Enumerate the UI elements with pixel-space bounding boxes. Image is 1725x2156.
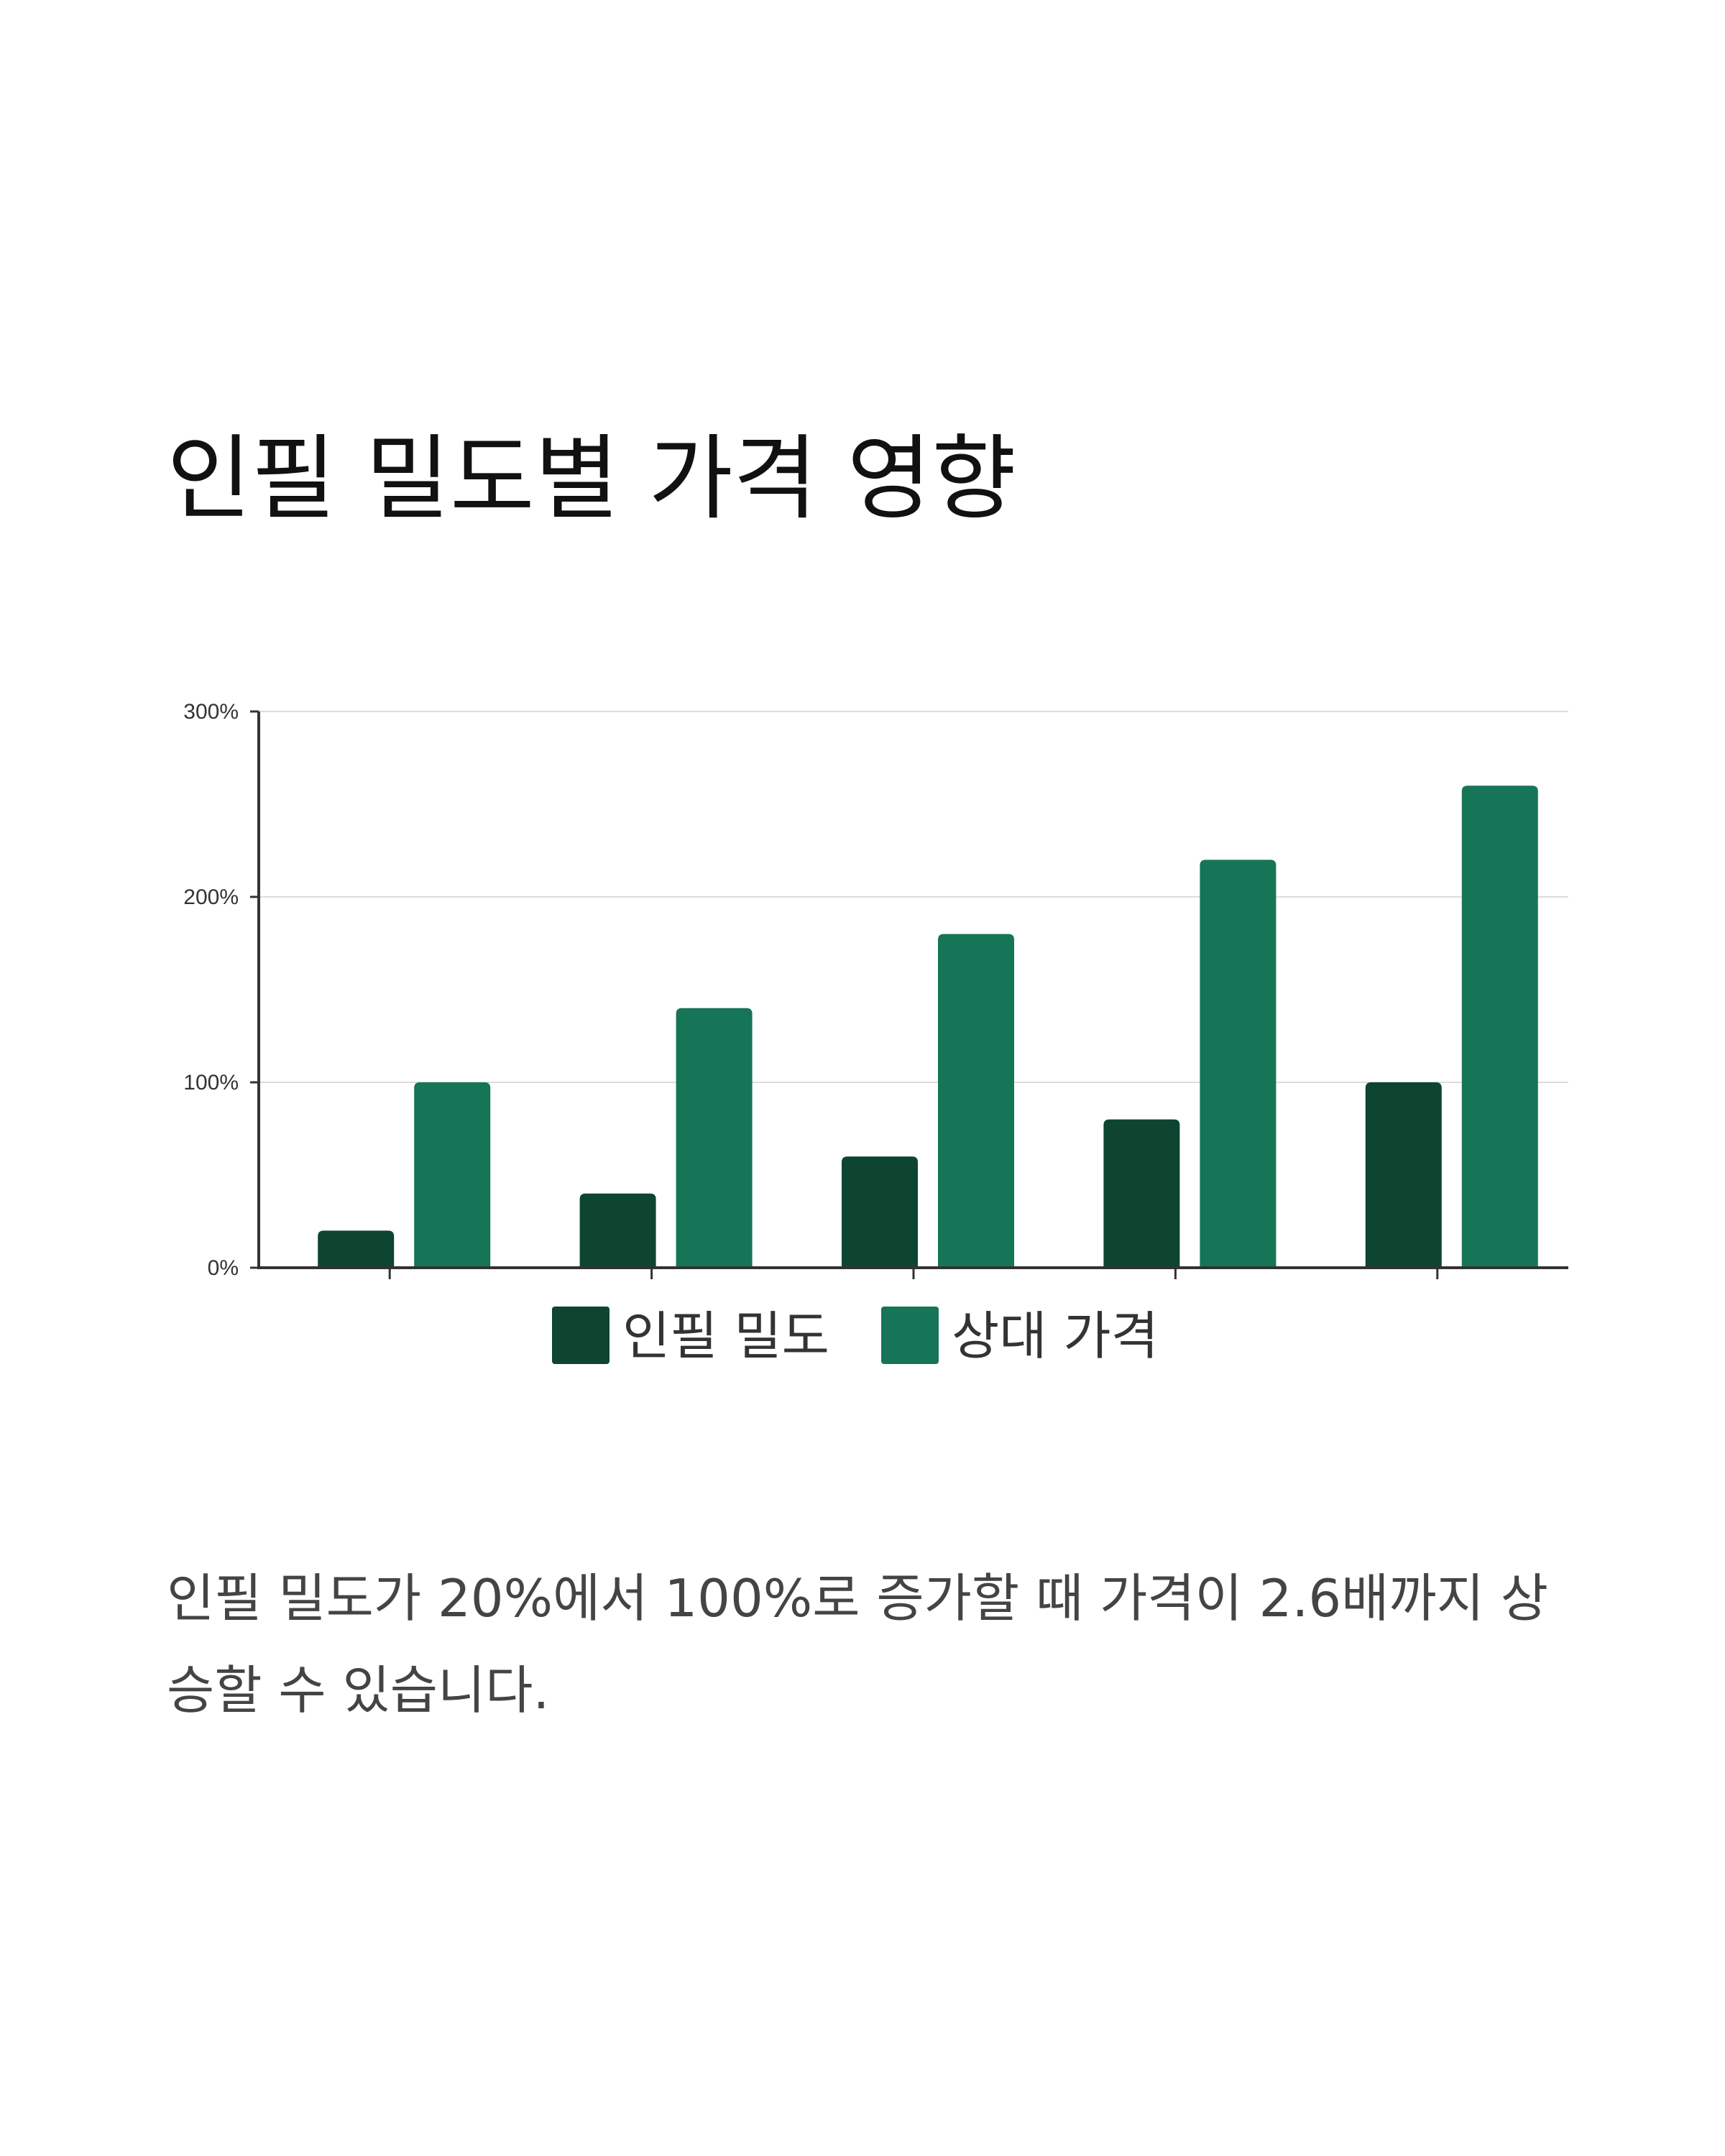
legend-swatch-relative-price — [881, 1307, 939, 1364]
caption-text: 인필 밀도가 20%에서 100%로 증가할 때 가격이 2.6배까지 상승할 … — [167, 1568, 1549, 1720]
bar-chart: 0% 100% 200% 300% 인필 밀도 상대 가격 — [183, 700, 1568, 1366]
bar-infill-density — [842, 1156, 918, 1268]
bar-relative-price — [938, 934, 1014, 1268]
bar-infill-density — [1365, 1082, 1442, 1268]
bar-relative-price — [676, 1008, 753, 1268]
legend-swatch-infill-density — [552, 1307, 610, 1364]
y-tick-label: 300% — [183, 700, 239, 724]
legend-label-infill-density: 인필 밀도 — [622, 1306, 829, 1366]
legend-label-relative-price: 상대 가격 — [952, 1306, 1159, 1366]
bar-infill-density — [579, 1193, 656, 1268]
y-tick-labels: 0% 100% 200% 300% — [183, 700, 239, 1280]
y-tick-label: 100% — [183, 1071, 239, 1095]
y-tick-label: 200% — [183, 885, 239, 909]
bar-infill-density — [1103, 1119, 1180, 1268]
chart-title: 인필 밀도별 가격 영향 — [167, 425, 1016, 533]
legend: 인필 밀도 상대 가격 — [552, 1306, 1159, 1366]
bar-relative-price — [414, 1082, 491, 1268]
x-ticks — [388, 1268, 1439, 1279]
bar-relative-price — [1461, 786, 1538, 1268]
y-tick-label: 0% — [208, 1256, 239, 1280]
bar-infill-density — [318, 1230, 395, 1268]
bar-relative-price — [1200, 860, 1276, 1268]
bars — [318, 786, 1538, 1268]
